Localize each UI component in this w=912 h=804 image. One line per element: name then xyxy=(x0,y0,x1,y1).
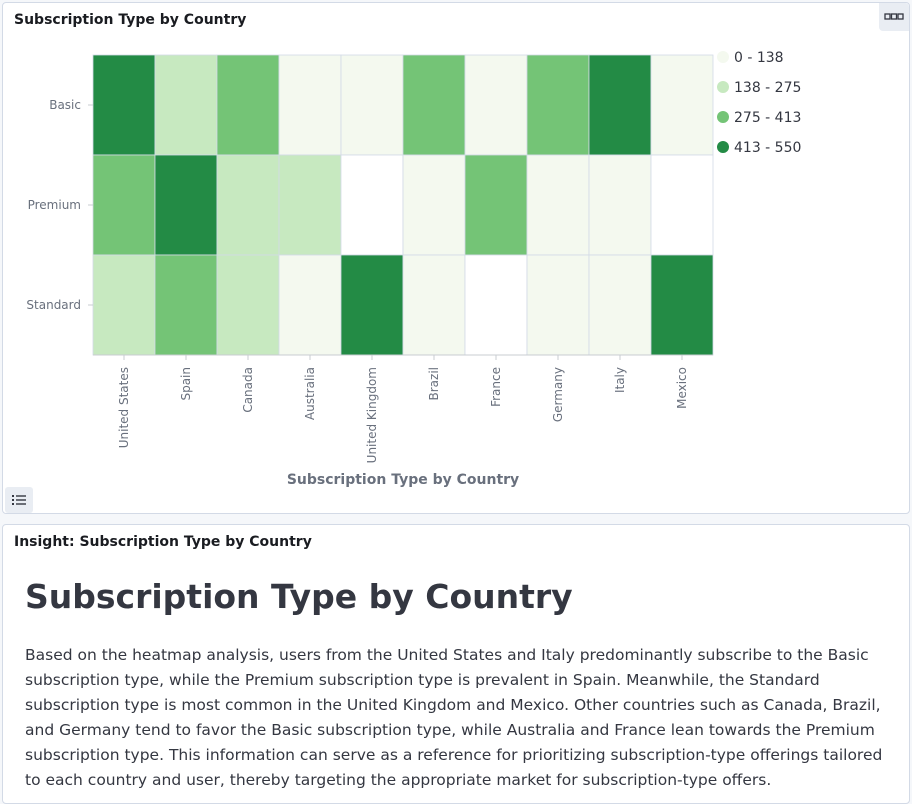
x-tick-label: United Kingdom xyxy=(365,367,379,463)
heatmap-cell-premium-united-states[interactable] xyxy=(92,154,156,256)
x-axis-title: Subscription Type by Country xyxy=(287,472,519,488)
heatmap-cell-basic-united-kingdom[interactable] xyxy=(340,54,404,156)
heatmap-cell-premium-brazil[interactable] xyxy=(402,154,466,256)
chart-panel: Subscription Type by Country Basic Premiu… xyxy=(2,2,910,514)
legend-swatch xyxy=(717,141,729,153)
heatmap-cell-premium-italy[interactable] xyxy=(588,154,652,256)
x-tick-label: Germany xyxy=(551,367,565,422)
x-tick-label: Australia xyxy=(303,367,317,420)
heatmap-cell-standard-canada[interactable] xyxy=(216,254,280,356)
heatmap-cell-standard-italy[interactable] xyxy=(588,254,652,356)
heatmap-cell-standard-germany[interactable] xyxy=(526,254,590,356)
legend-swatch xyxy=(717,51,729,63)
y-tick-label: Basic xyxy=(49,98,81,112)
heatmap-cell-standard-france[interactable] xyxy=(464,254,528,356)
heatmap-cell-standard-united-states[interactable] xyxy=(92,254,156,356)
y-tick-label: Standard xyxy=(26,298,81,312)
insight-panel: Insight: Subscription Type by Country Su… xyxy=(2,524,910,804)
heatmap-cell-premium-australia[interactable] xyxy=(278,154,342,256)
heatmap-cell-premium-united-kingdom[interactable] xyxy=(340,154,404,256)
insight-panel-title: Insight: Subscription Type by Country xyxy=(14,534,312,550)
heatmap-cell-basic-canada[interactable] xyxy=(216,54,280,156)
heatmap-cell-basic-spain[interactable] xyxy=(154,54,218,156)
x-tick-label: United States xyxy=(117,367,131,448)
heatmap-cell-standard-spain[interactable] xyxy=(154,254,218,356)
insight-body: Based on the heatmap analysis, users fro… xyxy=(25,646,883,789)
legend-label[interactable]: 138 - 275 xyxy=(734,80,801,96)
x-tick-label: France xyxy=(489,367,503,407)
legend-label[interactable]: 275 - 413 xyxy=(734,110,801,126)
heatmap-cell-premium-france[interactable] xyxy=(464,154,528,256)
legend-swatch xyxy=(717,81,729,93)
x-tick-label: Italy xyxy=(613,367,627,393)
heatmap-chart: Basic Premium Standard United States Spain C… xyxy=(26,50,801,488)
legend-label[interactable]: 413 - 550 xyxy=(734,140,801,156)
heatmap-cell-standard-mexico[interactable] xyxy=(650,254,714,356)
x-tick-label: Spain xyxy=(179,367,193,401)
chart-panel-title: Subscription Type by Country xyxy=(14,12,247,28)
heatmap-cell-basic-australia[interactable] xyxy=(278,54,342,156)
x-tick-label: Canada xyxy=(241,367,255,413)
heatmap-cell-standard-united-kingdom[interactable] xyxy=(340,254,404,356)
legend: 0 - 138 138 - 275 275 - 413 413 - 550 xyxy=(717,50,801,156)
x-tick-label: Mexico xyxy=(675,367,689,409)
heatmap-cells xyxy=(92,54,714,356)
heatmap-cell-premium-mexico[interactable] xyxy=(650,154,714,256)
insight-heading: Subscription Type by Country xyxy=(25,577,573,616)
heatmap-cell-standard-australia[interactable] xyxy=(278,254,342,356)
heatmap-cell-basic-france[interactable] xyxy=(464,54,528,156)
legend-swatch xyxy=(717,111,729,123)
y-axis: Basic Premium Standard xyxy=(26,98,93,312)
x-axis: United States Spain Canada Australia United … xyxy=(93,354,713,463)
heatmap-cell-premium-spain[interactable] xyxy=(154,154,218,256)
x-tick-label: Brazil xyxy=(427,367,441,401)
dots-icon xyxy=(884,13,904,20)
heatmap-cell-basic-germany[interactable] xyxy=(526,54,590,156)
heatmap-cell-standard-brazil[interactable] xyxy=(402,254,466,356)
heatmap-cell-premium-germany[interactable] xyxy=(526,154,590,256)
y-tick-label: Premium xyxy=(28,198,81,212)
list-icon xyxy=(12,495,26,505)
panel-options-button[interactable] xyxy=(879,3,909,31)
heatmap-cell-basic-italy[interactable] xyxy=(588,54,652,156)
heatmap-cell-basic-mexico[interactable] xyxy=(650,54,714,156)
legend-label[interactable]: 0 - 138 xyxy=(734,50,784,66)
legend-toggle-button[interactable] xyxy=(5,487,33,513)
heatmap-cell-premium-canada[interactable] xyxy=(216,154,280,256)
heatmap-cell-basic-brazil[interactable] xyxy=(402,54,466,156)
heatmap-cell-basic-united-states[interactable] xyxy=(92,54,156,156)
